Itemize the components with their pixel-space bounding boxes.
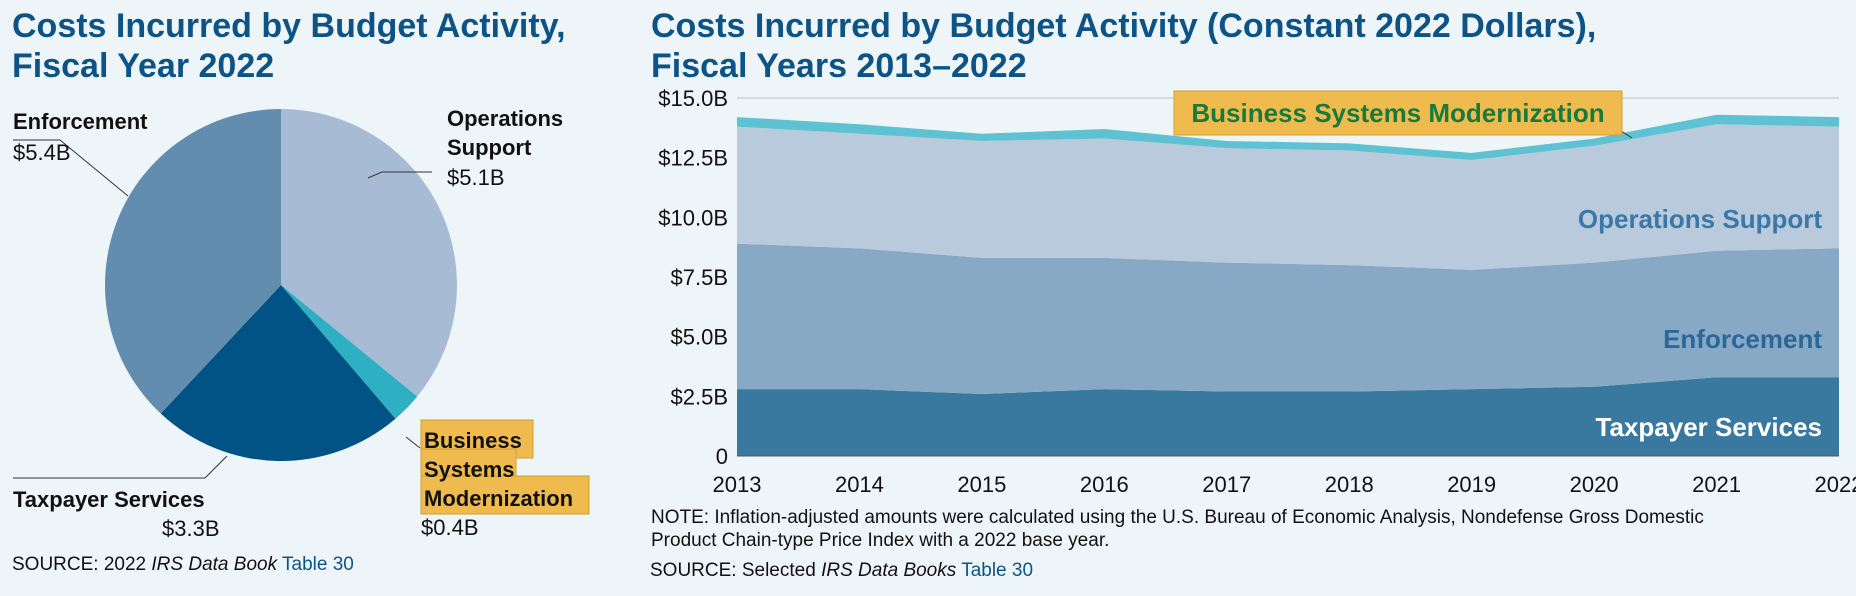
pie-slice-enforcement: [105, 109, 282, 414]
pie-label-bsm-line-2: Systems: [424, 457, 515, 482]
area-x-tick-labels: 2013 2014 2015 2016 2017 2018 2019 2020 2021 2022: [713, 472, 1856, 497]
bsm-highlight-line-3: [420, 475, 590, 515]
area-label-operations-support: Operations Support: [1578, 204, 1822, 234]
note-line-1: NOTE: Inflation-adjusted amounts were ca…: [651, 507, 1704, 528]
x-tick-label: 2021: [1692, 472, 1741, 497]
leader-line-enforcement: [13, 139, 129, 197]
pie-chart-title: Costs Incurred by Budget Activity, Fisca…: [12, 6, 612, 86]
area-title-line-1: Costs Incurred by Budget Activity (Const…: [651, 7, 1597, 45]
area-series-taxpayer-services: [737, 377, 1839, 456]
area-series-enforcement: [737, 243, 1839, 394]
x-tick-label: 2019: [1447, 472, 1496, 497]
leader-line-taxpayer-services: [13, 455, 228, 479]
pie-value-enforcement: $5.4B: [13, 140, 71, 165]
pie-label-operations-support-line-2: Support: [447, 135, 532, 160]
y-tick-label: $7.5B: [671, 265, 729, 290]
pie-value-taxpayer-services: $3.3B: [162, 516, 220, 541]
pie-value-bsm: $0.4B: [421, 515, 479, 540]
area-y-tick-labels: 0 $2.5B $5.0B $7.5B $10.0B $12.5B $15.0B: [658, 86, 728, 469]
area-source: SOURCE: Selected IRS Data Books Table 30: [650, 560, 1033, 582]
area-series-labels: Business Systems Modernization Operation…: [1173, 90, 1822, 442]
x-tick-label: 2016: [1080, 472, 1129, 497]
y-tick-label: 0: [716, 444, 728, 469]
pie-label-bsm-line-3: Modernization: [424, 486, 573, 511]
x-tick-label: 2020: [1570, 472, 1619, 497]
pie-source: SOURCE: 2022 IRS Data Book Table 30: [12, 554, 354, 576]
pie-source-prefix: SOURCE: 2022: [12, 554, 152, 575]
leader-line-operations-support: [367, 171, 432, 179]
pie-source-book: IRS Data Book: [151, 554, 278, 575]
pie-slice-operations-support: [281, 109, 458, 397]
x-tick-label: 2022: [1815, 472, 1856, 497]
leader-line-business-systems-modernization: [405, 436, 421, 449]
pie-title-line-1: Costs Incurred by Budget Activity,: [12, 7, 566, 45]
x-tick-label: 2017: [1202, 472, 1251, 497]
area-source-books: IRS Data Books: [821, 560, 957, 581]
area-label-taxpayer-services: Taxpayer Services: [1596, 412, 1822, 442]
pie-chart: Operations Support $5.1B Enforcement $5.…: [13, 106, 590, 541]
y-tick-label: $10.0B: [658, 205, 728, 230]
pie-slices: [105, 109, 458, 462]
pie-leader-lines: [13, 139, 432, 479]
pie-slice-business-systems-modernization: [281, 285, 418, 419]
pie-label-enforcement: Enforcement: [13, 109, 148, 134]
area-chart-title: Costs Incurred by Budget Activity (Const…: [651, 6, 1801, 86]
bsm-area-highlight: [1173, 90, 1623, 136]
y-tick-label: $15.0B: [658, 86, 728, 111]
area-chart-note: NOTE: Inflation-adjusted amounts were ca…: [651, 506, 1841, 552]
y-tick-label: $12.5B: [658, 146, 728, 171]
x-tick-label: 2018: [1325, 472, 1374, 497]
x-tick-label: 2014: [835, 472, 884, 497]
area-title-line-2: Fiscal Years 2013–2022: [651, 47, 1027, 85]
pie-source-link[interactable]: Table 30: [282, 554, 354, 575]
x-tick-label: 2013: [713, 472, 762, 497]
pie-title-line-2: Fiscal Year 2022: [12, 47, 275, 85]
y-tick-label: $5.0B: [671, 325, 729, 350]
pie-label-operations-support-line-1: Operations: [447, 106, 563, 131]
area-chart: 0$2.5B$5.0B$7.5B$10.0B$12.5B$15.0B 2013 2…: [658, 86, 1856, 497]
area-series: [737, 114, 1839, 457]
area-label-bsm: Business Systems Modernization: [1191, 98, 1604, 128]
area-source-prefix: SOURCE: Selected: [650, 560, 822, 581]
area-series-operations-support: [737, 124, 1839, 270]
area-series-business-systems-modernization: [737, 114, 1839, 161]
x-tick-label: 2015: [957, 472, 1006, 497]
pie-slice-taxpayer-services: [160, 285, 396, 462]
area-source-link[interactable]: Table 30: [961, 560, 1034, 581]
note-line-2: Product Chain-type Price Index with a 20…: [651, 530, 1110, 551]
y-tick-label: $2.5B: [671, 384, 729, 409]
pie-value-operations-support: $5.1B: [447, 165, 505, 190]
pie-label-bsm-line-1: Business: [424, 428, 522, 453]
pie-label-taxpayer-services: Taxpayer Services: [13, 487, 205, 512]
area-label-enforcement: Enforcement: [1663, 324, 1822, 354]
